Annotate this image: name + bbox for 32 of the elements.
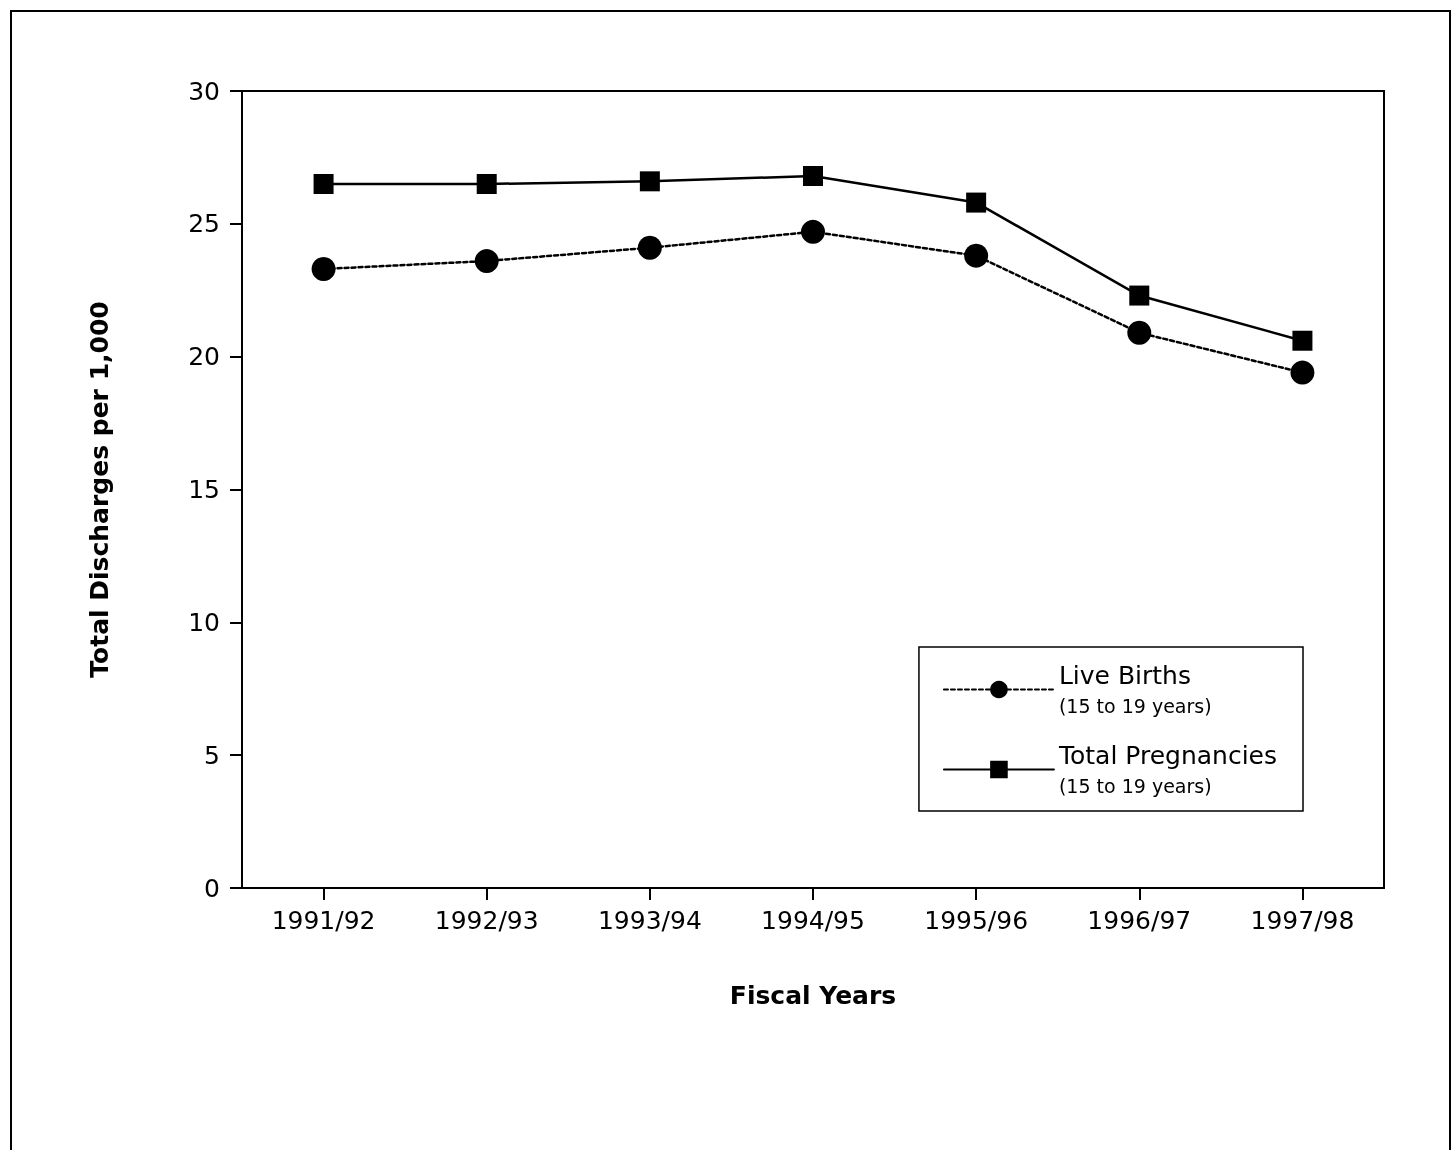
point: [313, 173, 334, 194]
x-tick-label: 1992/93: [434, 906, 539, 935]
y-tick-label: 15: [188, 475, 220, 504]
point: [1127, 320, 1152, 345]
point: [311, 257, 336, 281]
y-tick-label: 25: [188, 209, 220, 239]
point: [639, 171, 660, 192]
point: [966, 192, 987, 213]
y-tick-label: 20: [188, 342, 220, 372]
legend-label: Total Pregnancies (15 to 19 years): [1057, 741, 1278, 797]
point: [1129, 285, 1150, 306]
y-tick-label: 30: [188, 76, 220, 106]
x-axis-title: Fiscal Years: [729, 981, 897, 1010]
point: [637, 235, 662, 260]
x-tick-label: 1994/95: [761, 906, 865, 935]
x-tick-label: 1997/98: [1250, 906, 1355, 935]
point: [1290, 360, 1315, 385]
x-tick-label: 1993/94: [597, 906, 702, 935]
y-tick-label: 10: [188, 607, 220, 637]
point: [801, 219, 825, 244]
point: [476, 173, 497, 194]
y-axis-title: Total Discharges per 1,000: [85, 301, 114, 678]
point: [1292, 330, 1313, 351]
x-tick-label: 1996/97: [1087, 906, 1192, 935]
point: [803, 166, 823, 187]
x-tick-label: 1991/92: [271, 906, 376, 935]
y-tick-label: 5: [204, 740, 220, 770]
point: [964, 243, 989, 268]
x-tick-label: 1995/96: [924, 906, 1029, 935]
y-tick-label: 0: [204, 873, 220, 903]
legend-label: Live Births (15 to 19 years): [1058, 661, 1212, 717]
point: [474, 249, 499, 274]
